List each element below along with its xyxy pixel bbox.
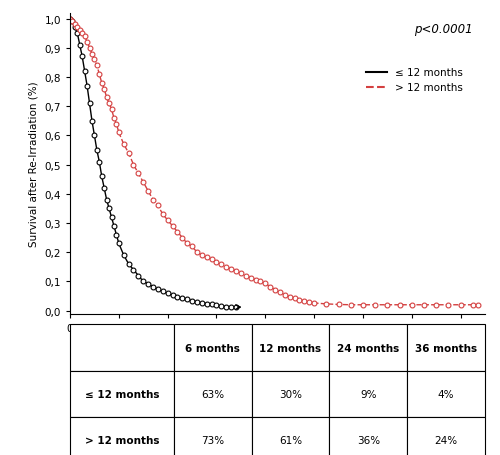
X-axis label: Time (months): Time (months)	[229, 339, 326, 351]
Legend: ≤ 12 months, > 12 months: ≤ 12 months, > 12 months	[362, 64, 468, 97]
Text: p<0.0001: p<0.0001	[414, 23, 472, 35]
Y-axis label: Survival after Re-Irradiation (%): Survival after Re-Irradiation (%)	[29, 81, 39, 246]
